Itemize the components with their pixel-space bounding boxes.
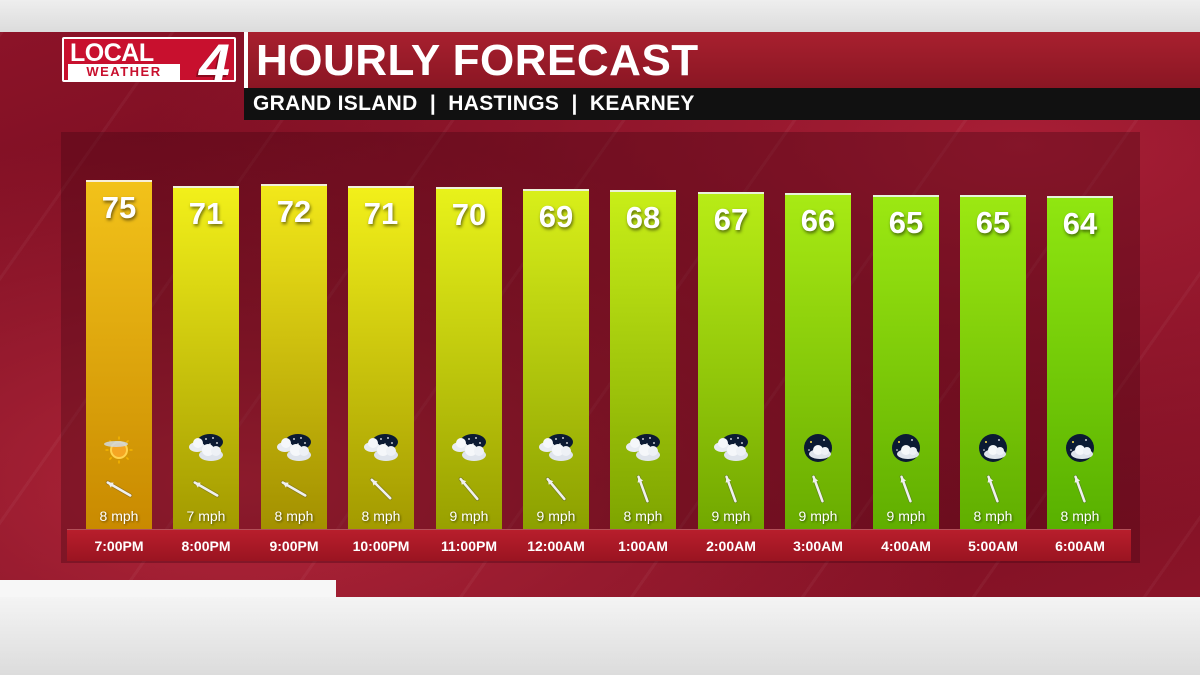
wind-speed-label: 7 mph xyxy=(186,508,226,524)
temperature-label: 66 xyxy=(800,203,836,238)
temperature-label: 64 xyxy=(1062,206,1098,241)
hour-time-label: 10:00PM xyxy=(352,538,410,554)
wind-direction-arrow-icon xyxy=(973,474,1013,504)
bottom-ticker-strip xyxy=(0,580,336,597)
temperature-label: 71 xyxy=(363,196,399,231)
hour-column: 71 7 mph xyxy=(173,186,239,529)
hour-column: 71 8 mph xyxy=(348,186,414,529)
hour-time-label: 7:00PM xyxy=(94,538,144,554)
time-bar: 7:00PM 8:00PM 9:00PM 10:00PM 11:00PM 12:00AM 1… xyxy=(67,529,1131,561)
hour-column: 65 8 mph xyxy=(960,195,1026,529)
night-mostly-clear-icon xyxy=(886,432,926,464)
hour-time-label: 2:00AM xyxy=(706,538,756,554)
wind-speed-label: 9 mph xyxy=(798,508,838,524)
night-mostly-clear-icon xyxy=(1060,432,1100,464)
wind-direction-arrow-icon xyxy=(711,474,751,504)
hour-time-label: 6:00AM xyxy=(1055,538,1105,554)
wind-direction-arrow-icon xyxy=(623,474,663,504)
wind-speed-label: 9 mph xyxy=(886,508,926,524)
night-mostly-clear-icon xyxy=(798,432,838,464)
hour-column: 65 9 mph xyxy=(873,195,939,529)
wind-speed-label: 8 mph xyxy=(973,508,1013,524)
wind-direction-arrow-icon xyxy=(186,475,226,503)
temperature-label: 70 xyxy=(451,197,487,232)
hour-column: 66 9 mph xyxy=(785,193,851,529)
wind-speed-label: 8 mph xyxy=(623,508,663,524)
night-partly-cloudy-icon xyxy=(623,432,663,464)
subtitle-bar: GRAND ISLAND | HASTINGS | KEARNEY xyxy=(244,88,1200,120)
hour-column: 75 8 mph xyxy=(86,180,152,529)
wind-direction-arrow-icon xyxy=(274,475,314,503)
temperature-label: 71 xyxy=(188,196,224,231)
night-partly-cloudy-icon xyxy=(274,432,314,464)
location-subtitle: GRAND ISLAND | HASTINGS | KEARNEY xyxy=(253,92,695,115)
night-partly-cloudy-icon xyxy=(711,432,751,464)
hour-column: 68 8 mph xyxy=(610,190,676,529)
temperature-label: 72 xyxy=(276,194,312,229)
wind-speed-label: 8 mph xyxy=(1060,508,1100,524)
wind-speed-label: 9 mph xyxy=(536,508,576,524)
bottom-lower-third xyxy=(0,597,1200,675)
temperature-label: 65 xyxy=(888,205,924,240)
wind-direction-arrow-icon xyxy=(449,475,489,503)
temperature-label: 75 xyxy=(101,190,137,225)
logo-channel-number: 4 xyxy=(198,37,230,82)
wind-speed-label: 8 mph xyxy=(361,508,401,524)
hour-column: 70 9 mph xyxy=(436,187,502,529)
hour-time-label: 11:00PM xyxy=(440,538,498,554)
hour-column: 69 9 mph xyxy=(523,189,589,529)
temperature-label: 65 xyxy=(975,205,1011,240)
hour-time-label: 12:00AM xyxy=(527,538,585,554)
title-bar: HOURLY FORECAST xyxy=(244,32,1200,88)
temperature-label: 69 xyxy=(538,199,574,234)
night-partly-cloudy-icon xyxy=(361,432,401,464)
hour-time-label: 3:00AM xyxy=(793,538,843,554)
night-mostly-clear-icon xyxy=(973,432,1013,464)
wind-speed-label: 8 mph xyxy=(274,508,314,524)
wind-direction-arrow-icon xyxy=(1060,474,1100,504)
wind-speed-label: 8 mph xyxy=(99,508,139,524)
temperature-label: 67 xyxy=(713,202,749,237)
hour-time-label: 8:00PM xyxy=(181,538,231,554)
wind-speed-label: 9 mph xyxy=(711,508,751,524)
top-strip xyxy=(0,0,1200,32)
logo-weather-text: WEATHER xyxy=(68,64,180,80)
page-title: HOURLY FORECAST xyxy=(256,36,699,85)
sunset-partly-cloudy-icon xyxy=(99,432,139,464)
wind-direction-arrow-icon xyxy=(99,475,139,503)
hour-column: 67 9 mph xyxy=(698,192,764,529)
wind-direction-arrow-icon xyxy=(798,474,838,504)
night-partly-cloudy-icon xyxy=(449,432,489,464)
station-logo: LOCAL WEATHER 4 xyxy=(62,37,236,82)
hour-time-label: 9:00PM xyxy=(269,538,319,554)
hour-column: 64 8 mph xyxy=(1047,196,1113,529)
temperature-label: 68 xyxy=(625,200,661,235)
forecast-panel: 75 8 mph 71 7 mph 72 8 mph 71 8 mph 70 9 mph 69 9 m… xyxy=(61,132,1140,563)
wind-speed-label: 9 mph xyxy=(449,508,489,524)
wind-direction-arrow-icon xyxy=(536,475,576,503)
hour-time-label: 5:00AM xyxy=(968,538,1018,554)
hour-column: 72 8 mph xyxy=(261,184,327,529)
hour-time-label: 1:00AM xyxy=(618,538,668,554)
logo-local-text: LOCAL xyxy=(70,39,154,67)
hour-time-label: 4:00AM xyxy=(881,538,931,554)
night-partly-cloudy-icon xyxy=(536,432,576,464)
wind-direction-arrow-icon xyxy=(886,474,926,504)
wind-direction-arrow-icon xyxy=(361,475,401,503)
night-partly-cloudy-icon xyxy=(186,432,226,464)
